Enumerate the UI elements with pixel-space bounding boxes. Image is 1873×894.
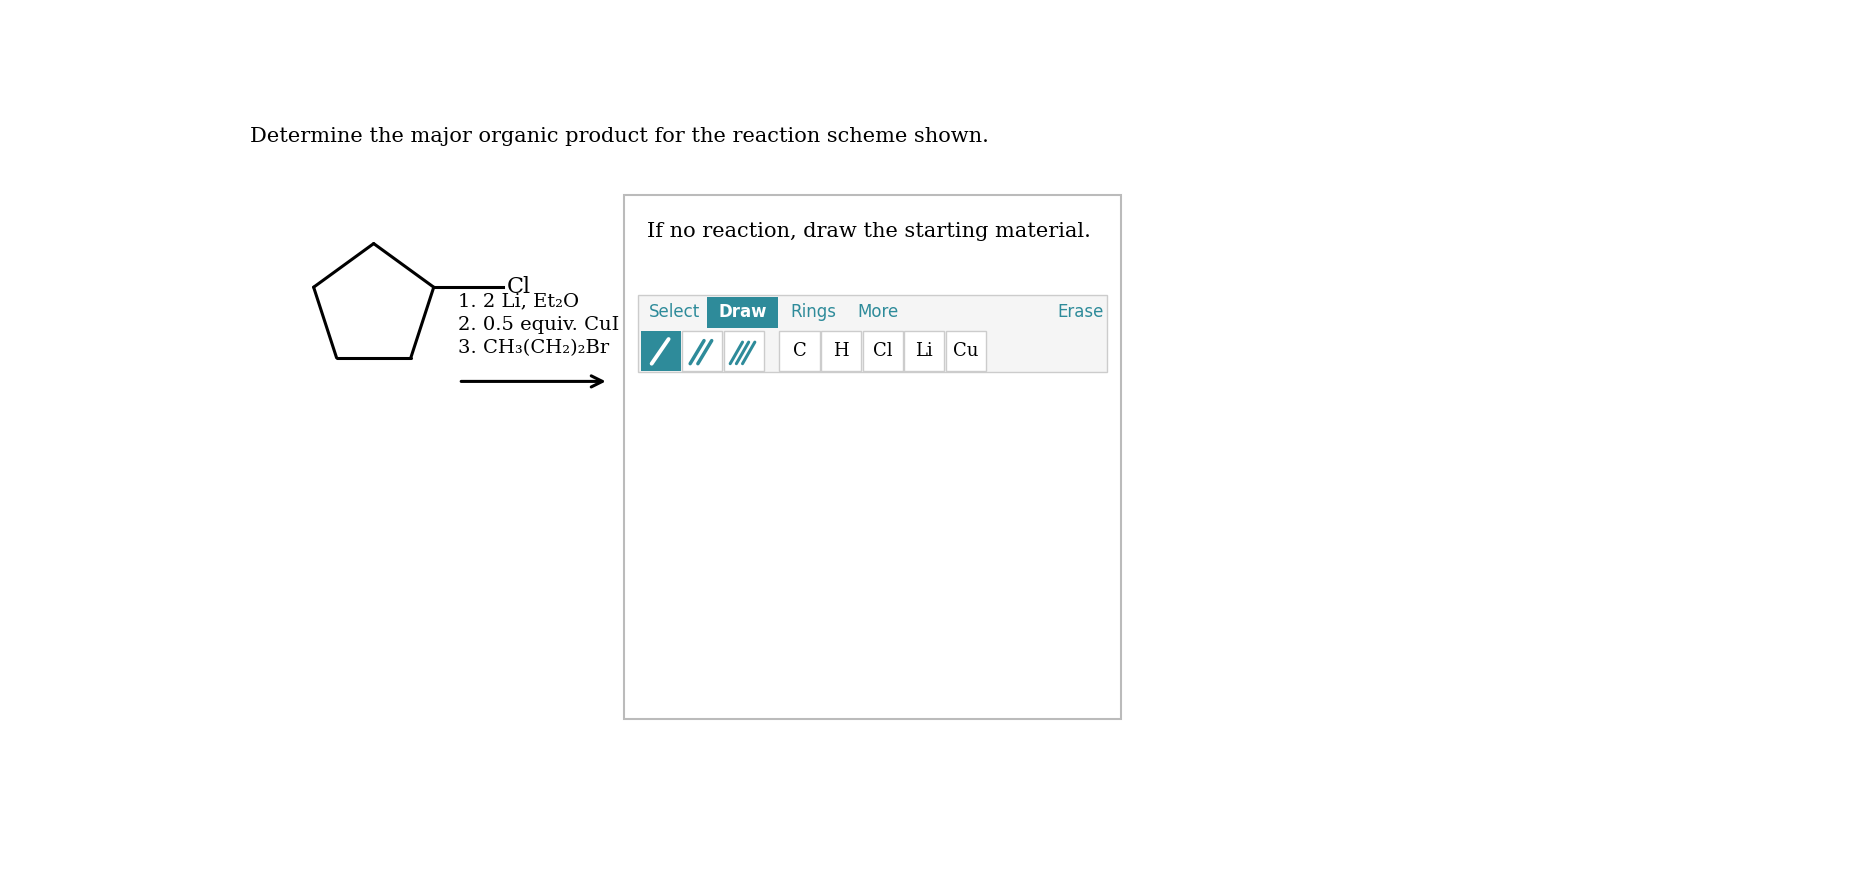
Bar	[820, 332, 860, 371]
Text: More: More	[858, 303, 899, 321]
Bar	[723, 332, 764, 371]
Bar	[862, 332, 903, 371]
Text: Rings: Rings	[790, 303, 835, 321]
Bar	[946, 332, 985, 371]
Text: 1. 2 Li, Et₂O: 1. 2 Li, Et₂O	[459, 292, 579, 310]
Text: Cu: Cu	[953, 342, 978, 360]
Bar	[905, 332, 944, 371]
Bar	[624, 195, 1120, 719]
Text: Cl: Cl	[873, 342, 892, 360]
Text: Erase: Erase	[1056, 303, 1103, 321]
Text: 2. 0.5 equiv. CuI: 2. 0.5 equiv. CuI	[459, 316, 620, 333]
Bar	[779, 332, 819, 371]
Bar	[641, 332, 680, 371]
Text: H: H	[833, 342, 848, 360]
Text: 3. CH₃(CH₂)₂Br: 3. CH₃(CH₂)₂Br	[459, 339, 609, 357]
Bar	[706, 297, 777, 327]
Text: If no reaction, draw the starting material.: If no reaction, draw the starting materi…	[646, 222, 1090, 241]
Text: Li: Li	[914, 342, 933, 360]
Bar	[682, 332, 723, 371]
Text: Select: Select	[648, 303, 701, 321]
Text: Draw: Draw	[717, 303, 766, 321]
Text: C: C	[792, 342, 805, 360]
Text: Determine the major organic product for the reaction scheme shown.: Determine the major organic product for …	[251, 127, 989, 147]
Text: Cl: Cl	[506, 276, 530, 299]
Bar	[637, 295, 1107, 372]
